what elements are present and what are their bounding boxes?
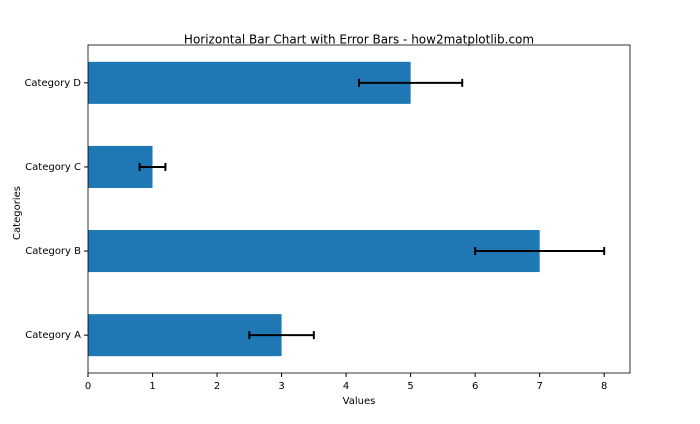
- x-tick-label: 8: [601, 381, 607, 392]
- error-bar: [138, 162, 167, 171]
- x-tick-label: 2: [214, 381, 220, 392]
- x-tick-label: 0: [85, 381, 91, 392]
- x-axis-label: Values: [343, 396, 376, 407]
- chart-title: Horizontal Bar Chart with Error Bars - h…: [184, 33, 534, 47]
- error-bar: [474, 247, 606, 256]
- x-tick-label: 4: [343, 381, 349, 392]
- bar: [88, 61, 411, 104]
- plot-frame: [87, 44, 631, 374]
- error-bar: [248, 331, 315, 340]
- x-tick-label: 6: [472, 381, 478, 392]
- x-tick-label: 5: [407, 381, 413, 392]
- y-tick-label: Category A: [25, 330, 81, 341]
- y-tick-label: Category B: [25, 246, 81, 257]
- error-bar: [358, 78, 464, 87]
- x-tick-label: 7: [536, 381, 542, 392]
- x-tick-label: 1: [149, 381, 155, 392]
- y-axis-label: Categories: [12, 186, 23, 240]
- bar: [88, 230, 540, 273]
- y-tick-label: Category D: [24, 78, 81, 89]
- x-tick-label: 3: [278, 381, 284, 392]
- y-tick-label: Category C: [25, 162, 81, 173]
